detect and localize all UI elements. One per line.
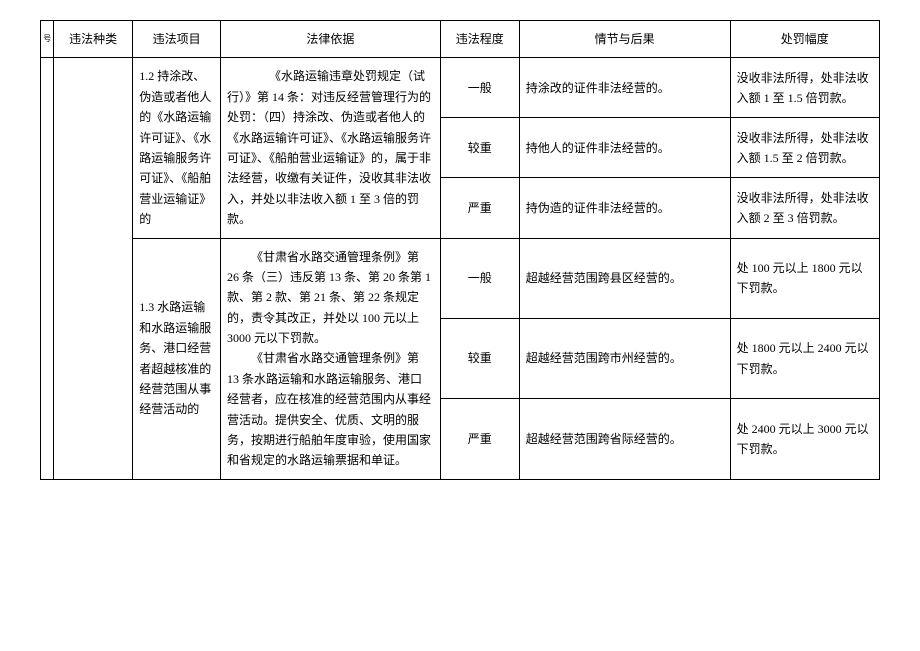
- type-cell: [54, 58, 133, 479]
- circ-cell: 持他人的证件非法经营的。: [519, 118, 730, 178]
- table-row: 1.2 持涂改、伪造或者他人的《水路运输许可证》、《水路运输服务许可证》、《船舶…: [41, 58, 880, 118]
- basis-cell: 《水路运输违章处罚规定（试行）》第 14 条：对违反经营管理行为的处罚：（四）持…: [221, 58, 441, 238]
- header-type: 违法种类: [54, 21, 133, 58]
- level-cell: 一般: [440, 58, 519, 118]
- level-cell: 严重: [440, 178, 519, 238]
- header-item: 违法项目: [133, 21, 221, 58]
- seq-cell: [41, 58, 54, 479]
- basis-text: 《甘肃省水路交通管理条例》第 13 条水路运输和水路运输服务、港口经营者，应在核…: [227, 348, 434, 470]
- header-level: 违法程度: [440, 21, 519, 58]
- circ-cell: 超越经营范围跨县区经营的。: [519, 238, 730, 318]
- header-penalty: 处罚幅度: [730, 21, 879, 58]
- item-cell: 1.2 持涂改、伪造或者他人的《水路运输许可证》、《水路运输服务许可证》、《船舶…: [133, 58, 221, 238]
- table-row: 1.3 水路运输和水路运输服务、港口经营者超越核准的经营范围从事经营活动的 《甘…: [41, 238, 880, 318]
- penalty-cell: 没收非法所得，处非法收入额 2 至 3 倍罚款。: [730, 178, 879, 238]
- basis-text: 《甘肃省水路交通管理条例》第 26 条（三）违反第 13 条、第 20 条第 1…: [227, 247, 434, 349]
- circ-cell: 持涂改的证件非法经营的。: [519, 58, 730, 118]
- header-circ: 情节与后果: [519, 21, 730, 58]
- regulation-table: 号 违法种类 违法项目 法律依据 违法程度 情节与后果 处罚幅度 1.2 持涂改…: [40, 20, 880, 480]
- circ-cell: 超越经营范围跨省际经营的。: [519, 399, 730, 479]
- level-cell: 严重: [440, 399, 519, 479]
- penalty-cell: 没收非法所得，处非法收入额 1 至 1.5 倍罚款。: [730, 58, 879, 118]
- penalty-cell: 处 1800 元以上 2400 元以下罚款。: [730, 318, 879, 398]
- header-row: 号 违法种类 违法项目 法律依据 违法程度 情节与后果 处罚幅度: [41, 21, 880, 58]
- circ-cell: 超越经营范围跨市州经营的。: [519, 318, 730, 398]
- level-cell: 较重: [440, 318, 519, 398]
- basis-text: 《水路运输违章处罚规定（试行）》第 14 条：对违反经营管理行为的处罚：（四）持…: [227, 66, 434, 229]
- level-cell: 较重: [440, 118, 519, 178]
- item-cell: 1.3 水路运输和水路运输服务、港口经营者超越核准的经营范围从事经营活动的: [133, 238, 221, 479]
- penalty-cell: 处 2400 元以上 3000 元以下罚款。: [730, 399, 879, 479]
- level-cell: 一般: [440, 238, 519, 318]
- header-basis: 法律依据: [221, 21, 441, 58]
- penalty-cell: 处 100 元以上 1800 元以下罚款。: [730, 238, 879, 318]
- basis-cell: 《甘肃省水路交通管理条例》第 26 条（三）违反第 13 条、第 20 条第 1…: [221, 238, 441, 479]
- header-seq: 号: [41, 21, 54, 58]
- circ-cell: 持伪造的证件非法经营的。: [519, 178, 730, 238]
- penalty-cell: 没收非法所得，处非法收入额 1.5 至 2 倍罚款。: [730, 118, 879, 178]
